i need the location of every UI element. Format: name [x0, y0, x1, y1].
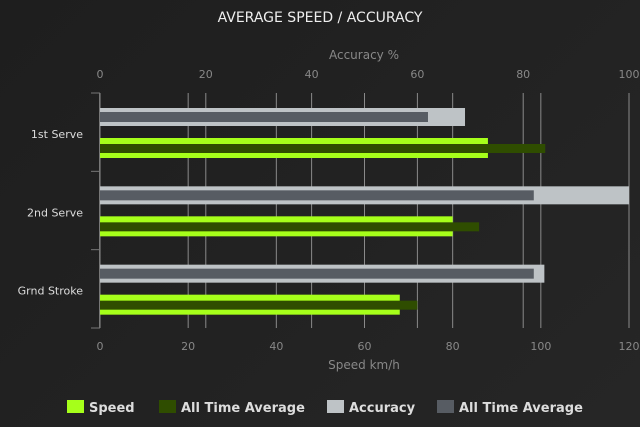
legend-swatch: [67, 400, 84, 413]
bottom-axis-label: Speed km/h: [328, 358, 400, 372]
category-label: Grnd Stroke: [18, 285, 84, 298]
top-axis-label: Accuracy %: [329, 48, 399, 62]
legend-label: All Time Average: [181, 401, 305, 416]
speed-average-bar: [100, 300, 418, 310]
top-tick-label: 100: [619, 68, 640, 81]
bottom-tick-label: 0: [97, 340, 104, 353]
bottom-tick-label: 100: [530, 340, 551, 353]
bottom-tick-label: 20: [181, 340, 195, 353]
legend-swatch: [437, 400, 454, 413]
bottom-tick-label: 40: [269, 340, 283, 353]
legend-swatch: [159, 400, 176, 413]
accuracy-average-bar: [100, 268, 534, 279]
top-tick-label: 0: [97, 68, 104, 81]
category-label: 1st Serve: [31, 128, 83, 141]
legend-swatch: [327, 400, 344, 413]
bottom-tick-label: 60: [358, 340, 372, 353]
top-tick-label: 20: [199, 68, 213, 81]
accuracy-average-bar: [100, 112, 428, 122]
legend-label: Speed: [89, 401, 135, 416]
bottom-tick-label: 120: [619, 340, 640, 353]
top-tick-label: 80: [516, 68, 530, 81]
legend-label: Accuracy: [349, 401, 416, 416]
legend-label: All Time Average: [459, 401, 583, 416]
chart-title: AVERAGE SPEED / ACCURACY: [218, 10, 423, 26]
accuracy-average-bar: [100, 190, 534, 201]
speed-average-bar: [100, 144, 546, 153]
top-tick-label: 60: [410, 68, 424, 81]
category-label: 2nd Serve: [27, 206, 83, 219]
bottom-tick-label: 80: [446, 340, 460, 353]
speed-average-bar: [100, 222, 480, 232]
top-tick-label: 40: [305, 68, 319, 81]
